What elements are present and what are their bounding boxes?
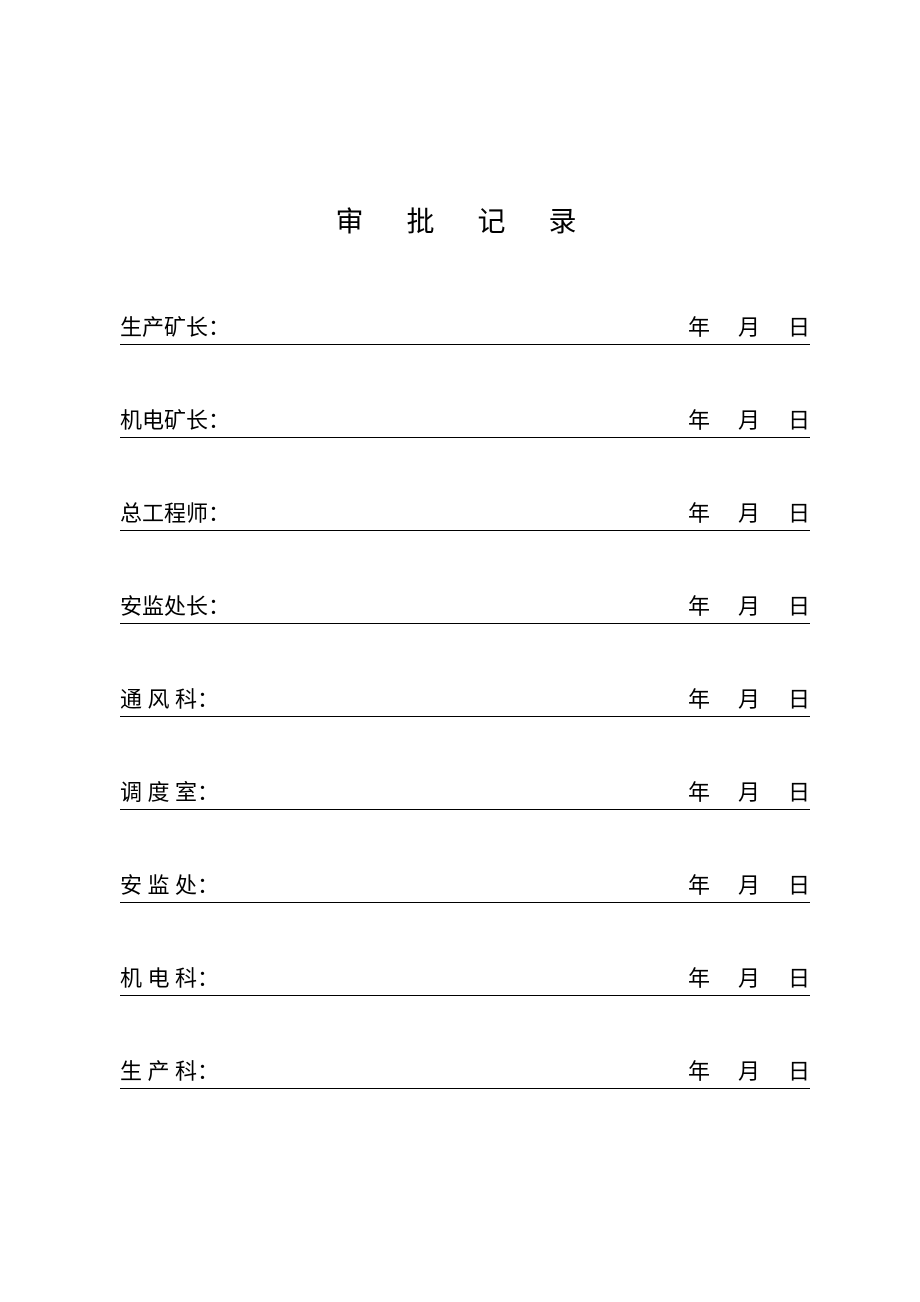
date-month-label: 月 [738, 1054, 760, 1086]
signature-label: 机 电 科： [120, 961, 219, 993]
signature-row-production-mine-manager: 生产矿长： 年 月 日 [120, 310, 810, 345]
date-year-label: 年 [688, 682, 710, 714]
signature-row-electromechanical-mine-manager: 机电矿长： 年 月 日 [120, 403, 810, 438]
date-month-label: 月 [738, 310, 760, 342]
signature-row-electromechanical-dept: 机 电 科： 年 月 日 [120, 961, 810, 996]
date-month-label: 月 [738, 868, 760, 900]
signature-row-production-dept: 生 产 科： 年 月 日 [120, 1054, 810, 1089]
signature-row-ventilation-dept: 通 风 科： 年 月 日 [120, 682, 810, 717]
date-month-label: 月 [738, 682, 760, 714]
date-year-label: 年 [688, 868, 710, 900]
date-day-label: 日 [788, 682, 810, 714]
date-year-label: 年 [688, 403, 710, 435]
signature-row-safety-supervision-office: 安 监 处： 年 月 日 [120, 868, 810, 903]
signature-label: 生产矿长： [120, 310, 230, 342]
date-day-label: 日 [788, 1054, 810, 1086]
date-day-label: 日 [788, 403, 810, 435]
date-month-label: 月 [738, 496, 760, 528]
date-day-label: 日 [788, 589, 810, 621]
signature-row-chief-engineer: 总工程师： 年 月 日 [120, 496, 810, 531]
signature-label: 调 度 室： [120, 775, 219, 807]
date-month-label: 月 [738, 403, 760, 435]
signature-label: 安 监 处： [120, 868, 219, 900]
date-day-label: 日 [788, 961, 810, 993]
signature-row-dispatch-room: 调 度 室： 年 月 日 [120, 775, 810, 810]
signature-row-safety-supervision-chief: 安监处长： 年 月 日 [120, 589, 810, 624]
date-year-label: 年 [688, 310, 710, 342]
date-year-label: 年 [688, 589, 710, 621]
date-year-label: 年 [688, 1054, 710, 1086]
date-day-label: 日 [788, 868, 810, 900]
signature-label: 通 风 科： [120, 682, 219, 714]
signature-label: 生 产 科： [120, 1054, 219, 1086]
signature-label: 安监处长： [120, 589, 230, 621]
date-day-label: 日 [788, 310, 810, 342]
date-year-label: 年 [688, 961, 710, 993]
signature-label: 总工程师： [120, 496, 230, 528]
date-year-label: 年 [688, 496, 710, 528]
date-day-label: 日 [788, 496, 810, 528]
date-year-label: 年 [688, 775, 710, 807]
date-month-label: 月 [738, 589, 760, 621]
page-title: 审 批 记 录 [120, 200, 810, 240]
date-month-label: 月 [738, 775, 760, 807]
signature-label: 机电矿长： [120, 403, 230, 435]
date-day-label: 日 [788, 775, 810, 807]
approval-record-page: 审 批 记 录 生产矿长： 年 月 日 机电矿长： 年 月 日 总工程师： 年 … [0, 0, 920, 1247]
date-month-label: 月 [738, 961, 760, 993]
